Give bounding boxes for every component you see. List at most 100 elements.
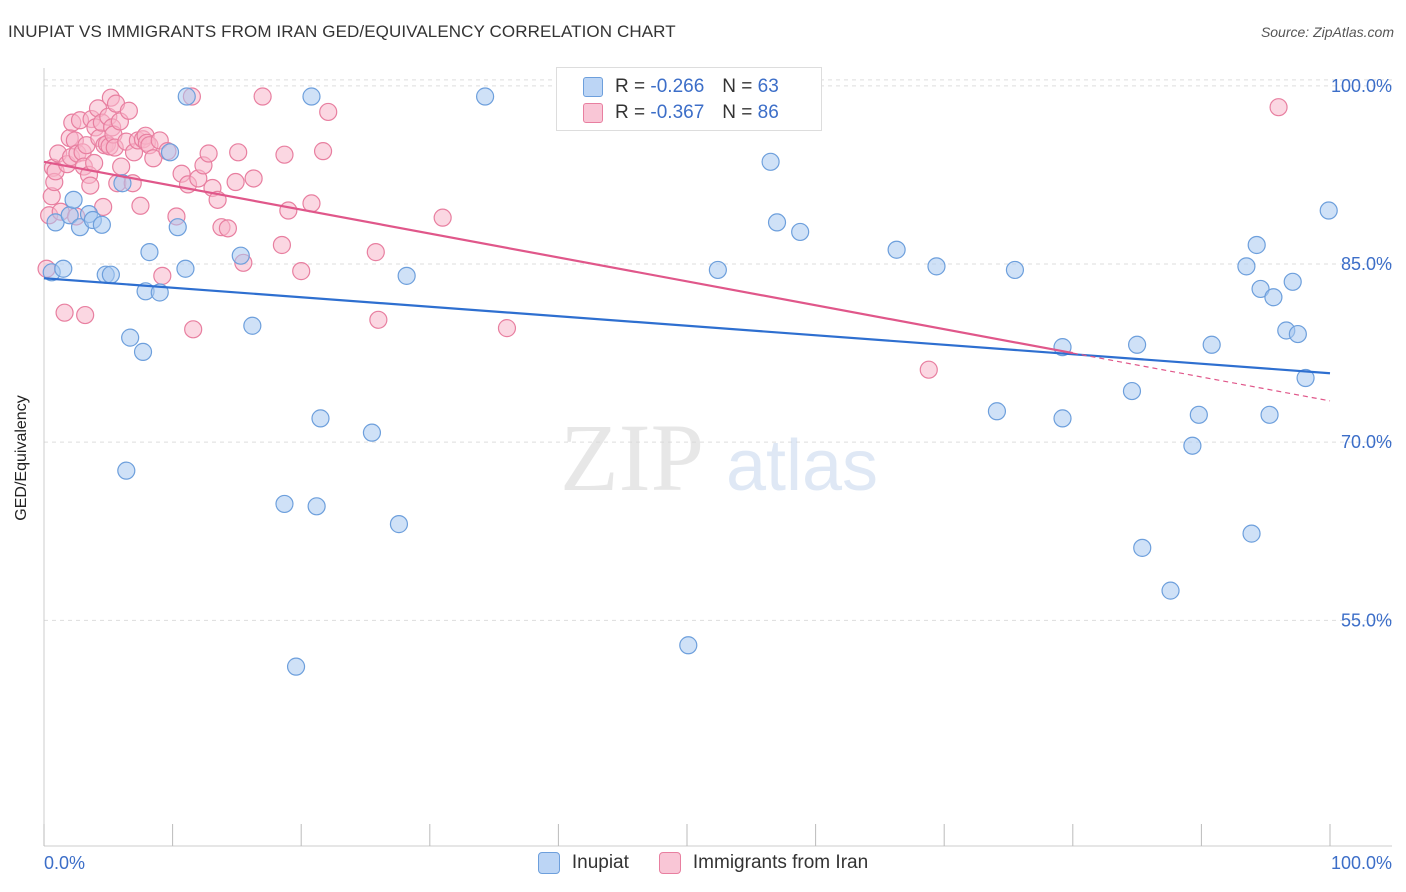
inupiat-point (117, 461, 136, 480)
inupiat-point (150, 283, 169, 302)
trend-line-iran (43, 160, 1074, 355)
iran-point (244, 169, 263, 188)
iran-point (55, 303, 74, 322)
inupiat-point (231, 246, 250, 265)
iran-point (272, 235, 292, 255)
legend-r-label: R = (615, 102, 646, 123)
inupiat-point (791, 222, 810, 242)
watermark: ZIP atlas (560, 404, 878, 511)
grid-lines (44, 79, 1392, 621)
iran-point (1269, 98, 1288, 117)
inupiat-point (1127, 335, 1147, 354)
legend-n-value: 86 (757, 102, 779, 123)
inupiat-point (113, 174, 132, 193)
iran-point (76, 305, 95, 325)
source-label: Source: ZipAtlas.com (1260, 24, 1394, 40)
iran-point (319, 102, 338, 122)
inupiat-point (177, 87, 196, 106)
inupiat-point (307, 497, 326, 516)
inupiat-point (92, 215, 111, 234)
inupiat-point (160, 143, 180, 162)
iran-point (81, 176, 100, 195)
inupiat-point (302, 87, 321, 106)
trend-line-inupiat (43, 277, 1331, 375)
iran-point (184, 320, 203, 339)
inupiat-point (708, 260, 727, 280)
series-inupiat-points (42, 87, 1338, 676)
x-tick-label: 100.0% (1331, 853, 1392, 873)
inupiat-point (887, 240, 906, 259)
inupiat-point (1288, 324, 1307, 344)
x-tick-label: 0.0% (44, 853, 85, 873)
legend-swatch-blue (583, 77, 603, 97)
axes (43, 68, 1392, 847)
inupiat-point (64, 190, 83, 209)
inupiat-point (362, 423, 382, 442)
inupiat-point (54, 259, 73, 278)
inupiat-point (140, 243, 159, 262)
iran-point (253, 87, 272, 106)
inupiat-point (1161, 581, 1180, 600)
inupiat-point (243, 316, 262, 335)
trend-lines (43, 160, 1331, 402)
y-tick-label: 70.0% (1341, 432, 1392, 452)
iran-point (497, 319, 517, 338)
series-legend-swatch-blue (537, 852, 560, 874)
inupiat-point (1122, 381, 1142, 401)
iran-point (131, 196, 150, 215)
iran-point (226, 172, 245, 192)
tick-labels: 55.0% 70.0% 85.0% 100.0% 0.0% 100.0% (44, 76, 1392, 873)
series-legend-inupiat: Inupiat (537, 852, 629, 874)
iran-point (369, 310, 388, 329)
inupiat-point (1053, 409, 1072, 428)
series-legend-swatch-pink (658, 852, 681, 874)
iran-point (199, 144, 218, 163)
iran-point (218, 219, 237, 238)
watermark-zip: ZIP (560, 404, 704, 511)
inupiat-point (1319, 201, 1338, 220)
legend-n-label: N = (722, 102, 753, 123)
inupiat-point (1242, 524, 1261, 543)
iran-point (112, 157, 131, 176)
legend-r-value: -0.367 (650, 102, 705, 123)
legend-r-label: R = (615, 76, 646, 97)
inupiat-point (168, 218, 187, 237)
inupiat-point (1296, 368, 1315, 388)
inupiat-point (121, 328, 140, 347)
inupiat-point (1247, 235, 1266, 255)
inupiat-point (311, 409, 330, 428)
inupiat-point (761, 152, 780, 171)
inupiat-point (679, 636, 698, 655)
watermark-atlas: atlas (726, 426, 878, 506)
y-tick-label: 85.0% (1341, 254, 1392, 274)
inupiat-point (397, 266, 416, 285)
iran-point (119, 101, 138, 120)
inupiat-point (767, 213, 787, 232)
legend-row-inupiat: R = -0.266 N = 63 (583, 75, 779, 99)
chart-title: INUPIAT VS IMMIGRANTS FROM IRAN GED/EQUI… (8, 22, 676, 41)
inupiat-point (475, 87, 495, 106)
legend-n-label: N = (722, 76, 753, 97)
inupiat-point (1183, 436, 1202, 455)
iran-point (279, 201, 298, 220)
inupiat-point (1237, 257, 1256, 276)
legend-box: R = -0.266 N = 63 R = -0.367 N = 86 (556, 67, 822, 131)
iran-point (366, 243, 385, 262)
iran-point (153, 266, 172, 285)
iran-point (229, 143, 248, 162)
inupiat-point (1260, 405, 1279, 424)
series-legend-iran: Immigrants from Iran (658, 852, 868, 874)
inupiat-point (927, 257, 946, 276)
inupiat-point (1133, 538, 1152, 557)
iran-point (919, 360, 938, 379)
trend-line-iran-extension (1072, 352, 1331, 402)
inupiat-point (1264, 288, 1283, 307)
inupiat-point (389, 515, 409, 534)
inupiat-point (176, 259, 195, 278)
legend-n-value: 63 (757, 76, 779, 97)
inupiat-point (286, 657, 306, 676)
inupiat-point (1283, 272, 1302, 291)
inupiat-point (133, 342, 153, 361)
series-immigrants-from-iran-points (37, 87, 1288, 379)
